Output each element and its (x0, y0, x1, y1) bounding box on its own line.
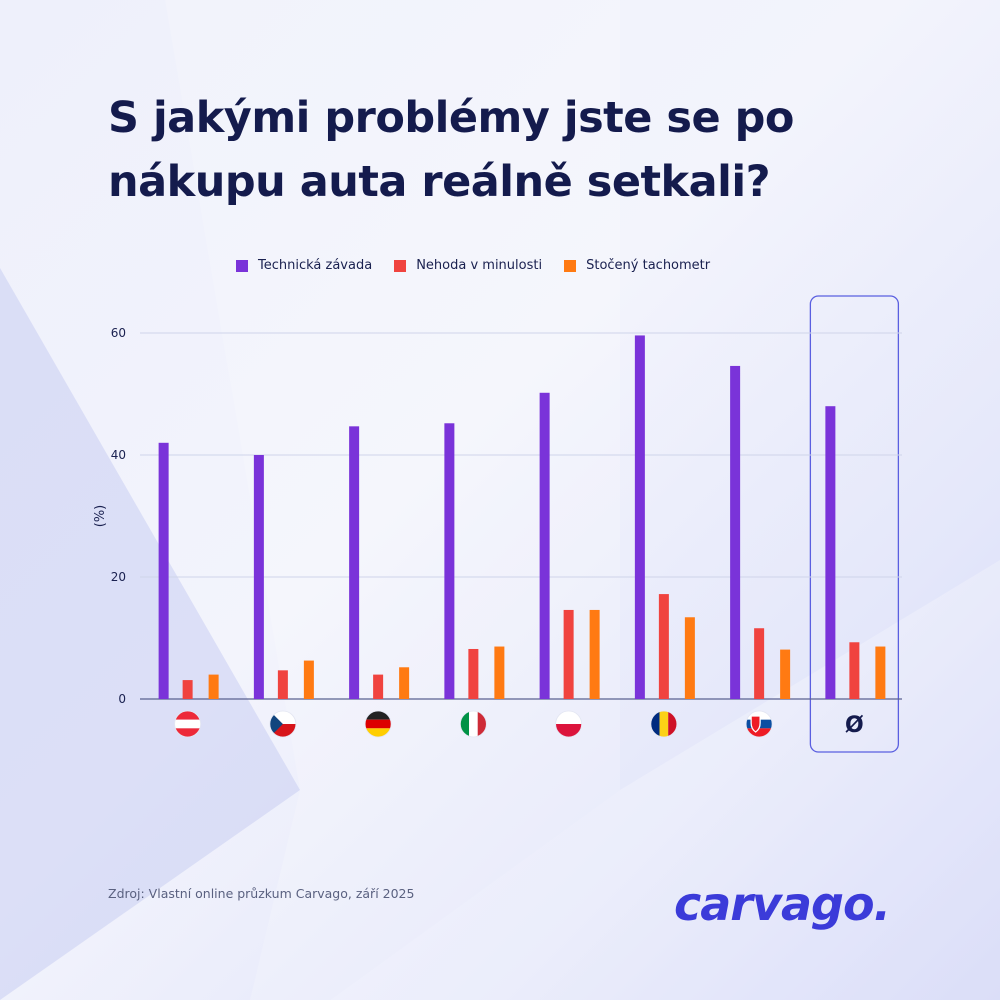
bar (494, 646, 505, 699)
legend-swatch-orange (564, 259, 577, 272)
bar (539, 392, 550, 699)
y-tick-label: 20 (111, 570, 126, 584)
bar (468, 648, 479, 699)
bar (634, 335, 645, 699)
bar (208, 674, 219, 699)
logo-wordmark: carvago. (674, 877, 890, 931)
flag-czechia-icon (269, 710, 297, 738)
bar (684, 617, 695, 699)
page-title: S jakými problémy jste se po nákupu auta… (108, 93, 794, 207)
bar (658, 594, 669, 699)
bar (780, 649, 791, 699)
bar (563, 609, 574, 699)
legend-item-tachometr: Stočený tachometr (564, 258, 710, 273)
bar (349, 426, 360, 699)
source-note: Zdroj: Vlastní online průzkum Carvago, z… (108, 886, 415, 901)
flag-germany-icon (364, 710, 392, 738)
bar (849, 642, 860, 699)
legend-item-nehoda: Nehoda v minulosti (394, 258, 542, 273)
flag-romania-icon (650, 710, 678, 738)
bar (277, 670, 288, 699)
y-tick-label: 0 (118, 692, 126, 706)
y-axis-title: (%) (93, 505, 108, 528)
bar (303, 660, 314, 699)
bar (875, 646, 886, 699)
bar (754, 628, 765, 699)
flag-italy-icon (459, 710, 487, 738)
bar (373, 674, 384, 699)
legend-item-technicka-zavada: Technická závada (236, 258, 372, 273)
bar (158, 442, 169, 699)
bar (825, 406, 836, 699)
y-tick-label: 60 (111, 326, 126, 340)
y-tick-label: 40 (111, 448, 126, 462)
flag-slovakia-icon (745, 710, 773, 738)
legend-label: Stočený tachometr (586, 258, 711, 273)
bar-chart: 0 20 40 60 (%) Ø (93, 295, 902, 753)
highlight-box-average (809, 295, 900, 753)
bar (589, 609, 600, 699)
bar (730, 365, 741, 699)
carvago-logo: carvago. (674, 877, 891, 931)
flag-poland-icon (555, 710, 583, 738)
legend-swatch-purple (236, 259, 248, 272)
x-tick-label-average: Ø (845, 713, 864, 738)
bar (182, 680, 193, 699)
chart-legend: Technická závada Nehoda v minulosti Stoč… (236, 258, 732, 273)
bar (253, 455, 264, 699)
bar (444, 423, 455, 699)
legend-label: Nehoda v minulosti (416, 258, 543, 273)
flag-austria-icon (174, 710, 202, 738)
legend-swatch-red (394, 259, 407, 272)
legend-label: Technická závada (258, 258, 373, 273)
bar (399, 667, 410, 699)
